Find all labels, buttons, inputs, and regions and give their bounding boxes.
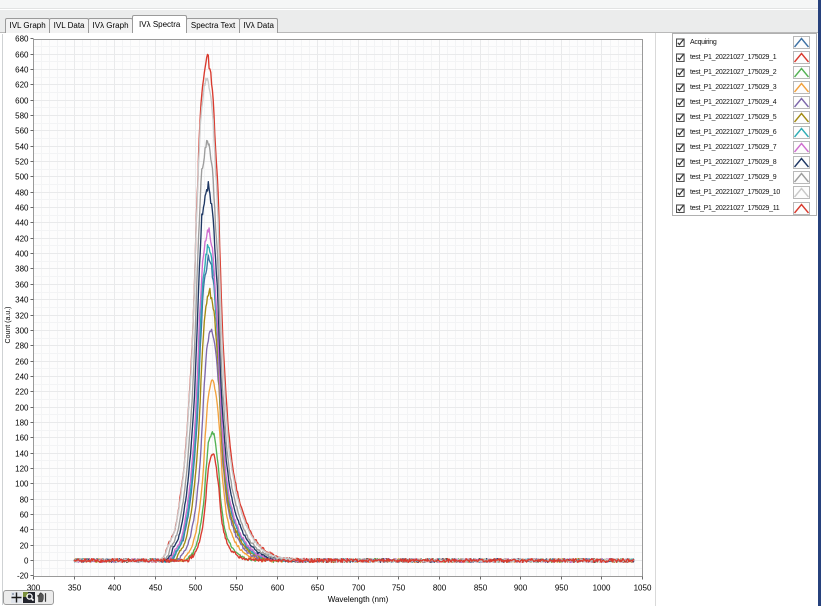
svg-text:320: 320 [15, 312, 29, 321]
svg-text:520: 520 [15, 158, 29, 167]
svg-text:160: 160 [15, 434, 29, 443]
svg-text:220: 220 [15, 388, 29, 397]
svg-text:450: 450 [149, 584, 163, 593]
svg-text:400: 400 [15, 250, 29, 259]
svg-text:350: 350 [68, 584, 82, 593]
svg-text:Count (a.u.): Count (a.u.) [5, 307, 12, 344]
svg-text:300: 300 [15, 327, 29, 336]
svg-text:540: 540 [15, 143, 29, 152]
svg-text:1000: 1000 [593, 584, 611, 593]
svg-text:750: 750 [392, 584, 406, 593]
svg-text:950: 950 [555, 584, 569, 593]
svg-text:100: 100 [15, 480, 29, 489]
svg-text:300: 300 [27, 584, 41, 593]
svg-text:460: 460 [15, 204, 29, 213]
svg-text:900: 900 [514, 584, 528, 593]
svg-text:20: 20 [20, 542, 29, 551]
svg-text:Wavelength (nm): Wavelength (nm) [328, 595, 389, 604]
svg-text:360: 360 [15, 281, 29, 290]
svg-text:550: 550 [230, 584, 244, 593]
svg-text:260: 260 [15, 358, 29, 367]
svg-text:700: 700 [352, 584, 366, 593]
svg-text:580: 580 [15, 112, 29, 121]
svg-text:140: 140 [15, 450, 29, 459]
svg-text:420: 420 [15, 235, 29, 244]
svg-text:600: 600 [271, 584, 285, 593]
svg-text:480: 480 [15, 189, 29, 198]
svg-text:180: 180 [15, 419, 29, 428]
svg-text:850: 850 [474, 584, 488, 593]
svg-text:400: 400 [108, 584, 122, 593]
svg-text:380: 380 [15, 265, 29, 274]
svg-text:1050: 1050 [634, 584, 652, 593]
svg-text:640: 640 [15, 66, 29, 75]
svg-text:620: 620 [15, 81, 29, 90]
svg-text:240: 240 [15, 373, 29, 382]
svg-text:500: 500 [15, 173, 29, 182]
svg-text:650: 650 [311, 584, 325, 593]
svg-text:40: 40 [20, 526, 29, 535]
svg-text:660: 660 [15, 51, 29, 60]
svg-text:560: 560 [15, 127, 29, 136]
svg-text:340: 340 [15, 296, 29, 305]
svg-text:0: 0 [24, 557, 29, 566]
svg-text:280: 280 [15, 342, 29, 351]
svg-text:120: 120 [15, 465, 29, 474]
svg-text:60: 60 [20, 511, 29, 520]
svg-text:80: 80 [20, 496, 29, 505]
svg-text:440: 440 [15, 219, 29, 228]
svg-text:-20: -20 [17, 572, 29, 581]
svg-text:600: 600 [15, 97, 29, 106]
svg-text:680: 680 [15, 35, 29, 44]
svg-text:200: 200 [15, 404, 29, 413]
svg-text:800: 800 [433, 584, 447, 593]
svg-text:500: 500 [189, 584, 203, 593]
